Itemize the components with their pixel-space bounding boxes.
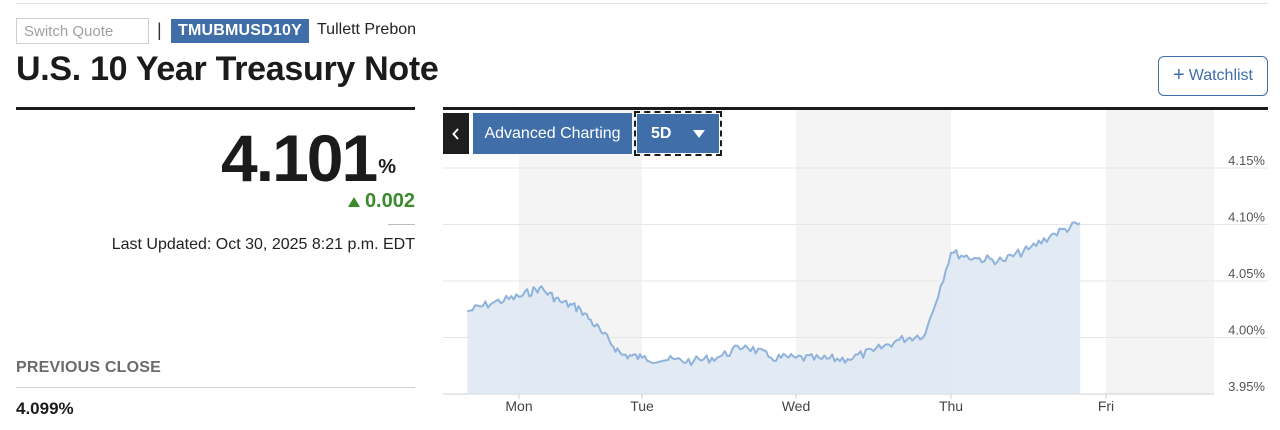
previous-close-divider bbox=[16, 387, 415, 388]
y-tick-label: 4.05% bbox=[1228, 266, 1265, 281]
ticker-badge: TMUBMUSD10Y bbox=[171, 19, 309, 43]
day-band-fri bbox=[1106, 110, 1214, 394]
y-tick-label: 3.95% bbox=[1228, 379, 1265, 394]
watchlist-label: Watchlist bbox=[1188, 67, 1253, 84]
x-tick-label: Mon bbox=[505, 398, 532, 414]
price-unit: % bbox=[378, 156, 396, 178]
x-tick-label: Fri bbox=[1098, 398, 1114, 414]
back-button[interactable] bbox=[443, 113, 469, 154]
previous-close-label: PREVIOUS CLOSE bbox=[16, 359, 162, 376]
quote-divider bbox=[16, 107, 415, 110]
range-select-inner: 5D bbox=[637, 114, 719, 153]
price-display: 4.101 % bbox=[221, 120, 396, 196]
separator: | bbox=[157, 20, 162, 40]
series-line bbox=[466, 221, 1081, 367]
change-divider bbox=[388, 224, 415, 225]
top-divider bbox=[16, 3, 1268, 4]
plus-icon: + bbox=[1173, 64, 1185, 86]
watchlist-button[interactable]: + Watchlist bbox=[1158, 56, 1268, 96]
exchange-label: Tullett Prebon bbox=[317, 21, 417, 38]
change-value: 0.002 bbox=[364, 190, 415, 212]
last-updated: Last Updated: Oct 30, 2025 8:21 p.m. EDT bbox=[111, 236, 415, 253]
y-tick-label: 4.00% bbox=[1228, 323, 1265, 338]
chevron-left-icon bbox=[452, 127, 459, 140]
price-value: 4.101 bbox=[221, 121, 378, 195]
advanced-charting-button[interactable]: Advanced Charting bbox=[473, 113, 632, 154]
range-label: 5D bbox=[651, 124, 672, 142]
switch-quote-input[interactable] bbox=[16, 18, 149, 44]
x-tick-label: Thu bbox=[939, 398, 963, 414]
x-tick-label: Wed bbox=[782, 398, 811, 414]
price-change: 0.002 bbox=[347, 190, 415, 213]
x-tick-label: Tue bbox=[630, 398, 654, 414]
series-area bbox=[467, 222, 1081, 394]
previous-close-value: 4.099% bbox=[16, 399, 74, 418]
page-title: U.S. 10 Year Treasury Note bbox=[16, 50, 439, 88]
caret-down-icon bbox=[693, 130, 705, 138]
y-tick-label: 4.15% bbox=[1228, 153, 1265, 168]
arrow-up-icon bbox=[347, 196, 360, 207]
y-tick-label: 4.10% bbox=[1228, 210, 1265, 225]
range-select[interactable]: 5D bbox=[634, 111, 722, 156]
chart-divider bbox=[443, 107, 1268, 110]
